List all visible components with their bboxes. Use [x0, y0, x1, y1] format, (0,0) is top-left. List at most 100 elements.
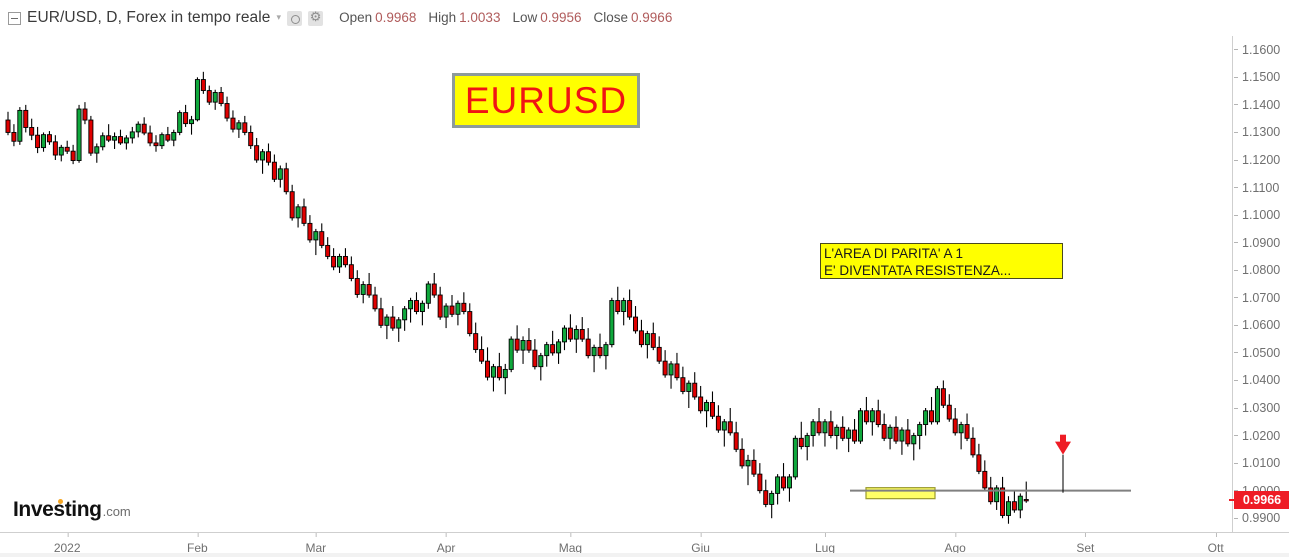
- logo-name: Investing: [13, 498, 102, 521]
- candle-body: [816, 421, 822, 434]
- candle-body: [899, 429, 905, 442]
- candle-body: [934, 388, 940, 423]
- candle-body: [106, 135, 112, 141]
- price-tick-mark: [1234, 490, 1238, 492]
- price-tick-label: 1.0900: [1242, 235, 1281, 250]
- ohlc-low-value: 0.9956: [540, 10, 582, 25]
- price-tick-mark: [1234, 49, 1238, 51]
- chart-header-toolbar: EUR/USD, D, Forex in tempo reale ▾ Open0…: [0, 0, 1289, 36]
- price-tick: 1.1300: [1233, 125, 1289, 139]
- candle-body: [135, 123, 141, 133]
- price-tick-label: 1.0500: [1242, 345, 1281, 360]
- support-highlight-rect[interactable]: [865, 487, 936, 500]
- candle-body: [923, 410, 929, 425]
- candle-body: [810, 421, 816, 437]
- candle-body: [538, 355, 544, 368]
- price-tick-label: 1.0700: [1242, 290, 1281, 305]
- time-axis-footer: [0, 553, 1289, 557]
- price-tick: 1.1200: [1233, 153, 1289, 167]
- candle-body: [342, 255, 348, 266]
- price-tick-mark: [1234, 435, 1238, 437]
- price-tick: 1.0100: [1233, 456, 1289, 470]
- candle-body: [331, 255, 337, 268]
- candle-body: [828, 421, 834, 437]
- candle-body: [982, 470, 988, 489]
- price-tick-label: 0.9900: [1242, 511, 1281, 526]
- candle-body: [550, 344, 556, 354]
- time-tick-ago: Ago: [945, 533, 966, 555]
- candle-body: [674, 363, 680, 379]
- candle-body: [52, 141, 58, 156]
- ohlc-open: Open 0.9968: [339, 9, 416, 27]
- time-tick-mark: [955, 533, 957, 537]
- candle-body: [769, 492, 775, 505]
- candle-body: [212, 92, 218, 103]
- candle-body: [615, 300, 621, 312]
- price-axis[interactable]: 1.1600 1.1500 1.1400 1.1300 1.1200 1.1100 1.10…: [1229, 36, 1289, 532]
- candle-body: [656, 346, 662, 362]
- time-tick-lug: Lug: [815, 533, 835, 555]
- visibility-eye-icon[interactable]: [287, 10, 303, 26]
- settings-gear-icon[interactable]: [308, 9, 324, 26]
- time-tick-set: Set: [1076, 533, 1094, 555]
- price-tick-label: 1.0200: [1242, 428, 1281, 443]
- ohlc-open-label: Open: [339, 10, 373, 25]
- price-tick: 1.0500: [1233, 346, 1289, 360]
- ohlc-high: High 1.0033: [428, 9, 500, 27]
- candle-body: [455, 302, 461, 315]
- candle-body: [265, 151, 271, 163]
- chevron-down-icon[interactable]: ▾: [276, 11, 282, 22]
- candle-body: [1023, 499, 1029, 502]
- price-tick: 1.1000: [1233, 208, 1289, 222]
- candle-body: [680, 377, 686, 392]
- candle-body: [224, 103, 230, 119]
- candle-body: [976, 454, 982, 472]
- time-tick-mark: [67, 533, 69, 537]
- price-tick-mark: [1234, 159, 1238, 161]
- price-tick-label: 1.1200: [1242, 153, 1281, 167]
- candle-body: [117, 136, 123, 144]
- candle-body: [1005, 501, 1011, 516]
- candle-body: [88, 119, 94, 154]
- time-tick-mark: [446, 533, 448, 537]
- time-tick-mark: [197, 533, 199, 537]
- candle-body: [526, 340, 532, 351]
- candle-body: [29, 127, 35, 136]
- ohlc-high-label: High: [428, 10, 457, 25]
- candle-body: [171, 131, 177, 141]
- ticker-label-box[interactable]: EURUSD: [452, 73, 640, 128]
- ohlc-close-value: 0.9966: [631, 10, 673, 25]
- candle-body: [573, 329, 579, 340]
- time-axis[interactable]: 2022 Feb Mar Apr Mag Giu Lug Ago Set Ott: [0, 532, 1289, 557]
- candle-body: [727, 421, 733, 434]
- candle-body: [70, 150, 76, 162]
- red-down-arrow-icon[interactable]: [1055, 434, 1071, 493]
- candle-body: [64, 146, 70, 152]
- candle-body: [905, 429, 911, 445]
- annotation-note-box[interactable]: L'AREA DI PARITA' A 1 E' DIVENTATA RESIS…: [820, 243, 1063, 279]
- candle-body: [337, 255, 343, 268]
- price-tick-mark: [1234, 324, 1238, 326]
- candle-body: [709, 402, 715, 417]
- candle-body: [58, 146, 64, 156]
- candle-body: [11, 131, 17, 142]
- candle-body: [94, 146, 100, 154]
- price-tick-mark: [1234, 297, 1238, 299]
- candle-body: [41, 134, 47, 149]
- candle-body: [739, 448, 745, 467]
- ohlc-open-value: 0.9968: [375, 10, 417, 25]
- candle-body: [419, 302, 425, 313]
- price-tick: 1.0800: [1233, 263, 1289, 277]
- candle-body: [763, 490, 769, 505]
- candle-body: [857, 410, 863, 442]
- candle-body: [461, 302, 467, 313]
- time-tick-apr: Apr: [437, 533, 455, 555]
- candle-body: [946, 404, 952, 420]
- candle-body: [283, 168, 289, 193]
- candle-body: [390, 316, 396, 329]
- candle-body: [147, 132, 153, 144]
- price-tick-mark: [1234, 214, 1238, 216]
- collapse-minus-icon[interactable]: [8, 11, 21, 25]
- candle-body: [917, 424, 923, 436]
- price-tick-label: 1.0600: [1242, 318, 1281, 333]
